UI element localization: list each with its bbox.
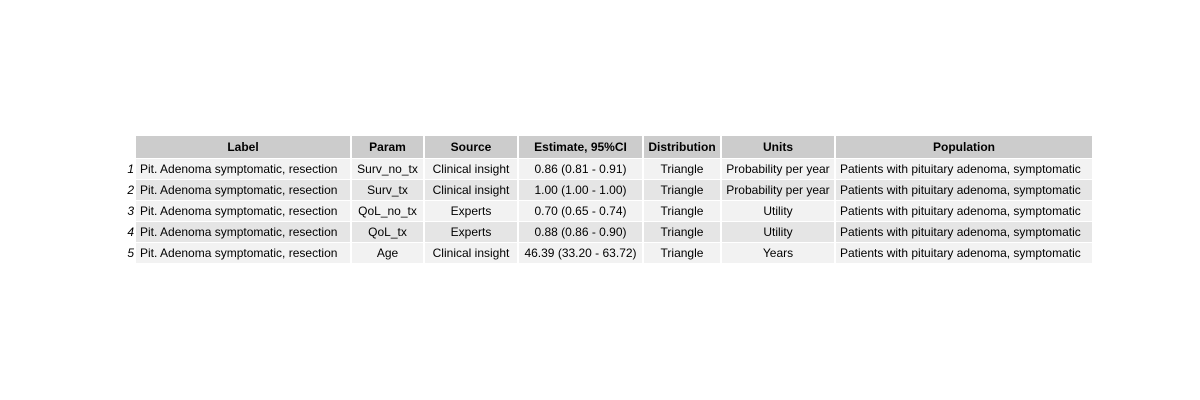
cell-label: Pit. Adenoma symptomatic, resection <box>136 179 352 201</box>
cell-source: Clinical insight <box>424 158 519 180</box>
cell-units: Utility <box>721 221 836 243</box>
table-row: 2 Pit. Adenoma symptomatic, resection Su… <box>118 179 1094 201</box>
cell-distribution: Triangle <box>643 200 722 222</box>
cell-units: Years <box>721 242 836 263</box>
cell-param: Surv_no_tx <box>351 158 425 180</box>
table-row: 3 Pit. Adenoma symptomatic, resection Qo… <box>118 200 1094 222</box>
cell-units: Utility <box>721 200 836 222</box>
cell-estimate: 1.00 (1.00 - 1.00) <box>518 179 644 201</box>
row-number: 5 <box>118 242 136 263</box>
cell-units: Probability per year <box>721 158 836 180</box>
row-number-header <box>118 136 136 159</box>
cell-population: Patients with pituitary adenoma, symptom… <box>835 242 1094 263</box>
cell-units: Probability per year <box>721 179 836 201</box>
row-number: 2 <box>118 179 136 201</box>
cell-param: Age <box>351 242 425 263</box>
row-number: 1 <box>118 158 136 180</box>
cell-population: Patients with pituitary adenoma, symptom… <box>835 158 1094 180</box>
column-header-population: Population <box>835 136 1094 159</box>
cell-label: Pit. Adenoma symptomatic, resection <box>136 200 352 222</box>
cell-source: Experts <box>424 200 519 222</box>
table-header-row: Label Param Source Estimate, 95%CI Distr… <box>118 136 1094 159</box>
cell-label: Pit. Adenoma symptomatic, resection <box>136 158 352 180</box>
cell-population: Patients with pituitary adenoma, symptom… <box>835 200 1094 222</box>
cell-population: Patients with pituitary adenoma, symptom… <box>835 179 1094 201</box>
cell-source: Clinical insight <box>424 242 519 263</box>
cell-estimate: 0.86 (0.81 - 0.91) <box>518 158 644 180</box>
row-number: 4 <box>118 221 136 243</box>
cell-param: Surv_tx <box>351 179 425 201</box>
column-header-source: Source <box>424 136 519 159</box>
cell-population: Patients with pituitary adenoma, symptom… <box>835 221 1094 243</box>
cell-param: QoL_tx <box>351 221 425 243</box>
cell-label: Pit. Adenoma symptomatic, resection <box>136 221 352 243</box>
column-header-param: Param <box>351 136 425 159</box>
cell-source: Clinical insight <box>424 179 519 201</box>
cell-distribution: Triangle <box>643 221 722 243</box>
cell-distribution: Triangle <box>643 242 722 263</box>
column-header-label: Label <box>136 136 352 159</box>
cell-distribution: Triangle <box>643 179 722 201</box>
cell-estimate: 0.70 (0.65 - 0.74) <box>518 200 644 222</box>
column-header-estimate: Estimate, 95%CI <box>518 136 644 159</box>
table-row: 1 Pit. Adenoma symptomatic, resection Su… <box>118 158 1094 180</box>
table-row: 5 Pit. Adenoma symptomatic, resection Ag… <box>118 242 1094 263</box>
parameter-table: Label Param Source Estimate, 95%CI Distr… <box>118 136 1094 263</box>
column-header-units: Units <box>721 136 836 159</box>
cell-param: QoL_no_tx <box>351 200 425 222</box>
cell-label: Pit. Adenoma symptomatic, resection <box>136 242 352 263</box>
cell-distribution: Triangle <box>643 158 722 180</box>
column-header-distribution: Distribution <box>643 136 722 159</box>
cell-estimate: 46.39 (33.20 - 63.72) <box>518 242 644 263</box>
row-number: 3 <box>118 200 136 222</box>
cell-source: Experts <box>424 221 519 243</box>
parameter-table-container: Label Param Source Estimate, 95%CI Distr… <box>118 136 1094 263</box>
table-row: 4 Pit. Adenoma symptomatic, resection Qo… <box>118 221 1094 243</box>
cell-estimate: 0.88 (0.86 - 0.90) <box>518 221 644 243</box>
